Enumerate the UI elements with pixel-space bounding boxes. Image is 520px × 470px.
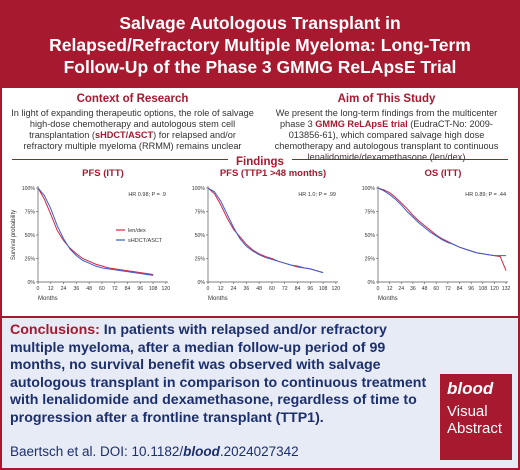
y-tick-label: 25%: [25, 257, 36, 263]
x-tick-label: 0: [37, 286, 40, 292]
y-tick-label: 0%: [28, 280, 36, 286]
conclusions-label: Conclusions:: [10, 322, 100, 338]
context-text: In light of expanding therapeutic option…: [11, 108, 254, 140]
survival-curve: [207, 187, 324, 274]
x-tick-label: 120: [332, 286, 341, 292]
x-tick-label: 132: [502, 286, 511, 292]
findings: Findings: [12, 152, 508, 168]
x-tick-label: 48: [256, 286, 262, 292]
chart-title: PFS (ITT): [82, 168, 124, 179]
x-tick-label: 12: [387, 286, 393, 292]
x-tick-label: 60: [99, 286, 105, 292]
x-tick-label: 36: [73, 286, 79, 292]
chart: PFS (TTP1 >48 months) HR 1.0; P = .99 0% 25…: [192, 168, 341, 302]
x-axis-label: Months: [378, 296, 398, 302]
context-text: ) for relapsed and/or refractory multipl…: [23, 130, 242, 151]
y-tick-label: 50%: [365, 233, 376, 239]
x-tick-label: 72: [112, 286, 118, 292]
x-tick-label: 12: [218, 286, 224, 292]
x-tick-label: 48: [422, 286, 428, 292]
findings-title: Findings: [228, 156, 292, 168]
x-tick-label: 24: [398, 286, 404, 292]
x-tick-label: 12: [48, 286, 54, 292]
y-axis-label: Survival probability: [11, 210, 17, 260]
logo-brand: blood: [447, 379, 494, 398]
chart: OS (ITT) HR 0.89; P = .44 0% 25% 50% 75% 100% 0…: [362, 168, 511, 302]
x-tick-label: 72: [445, 286, 451, 292]
logo: blood Visual Abstract: [440, 374, 512, 460]
conclusions-body: In patients with relapsed and/or refract…: [10, 322, 427, 426]
x-tick-label: 24: [231, 286, 237, 292]
conclusions: Conclusions: In patients with relapsed a…: [2, 316, 518, 468]
x-tick-label: 120: [162, 286, 171, 292]
x-tick-label: 120: [490, 286, 499, 292]
citation-journal: blood: [183, 444, 220, 459]
y-tick-label: 25%: [195, 257, 206, 263]
survival-curve: [37, 187, 154, 276]
y-tick-label: 75%: [25, 210, 36, 216]
x-tick-label: 96: [137, 286, 143, 292]
x-tick-label: 36: [243, 286, 249, 292]
survival-curve: [377, 187, 507, 257]
x-tick-label: 24: [61, 286, 67, 292]
x-tick-label: 96: [468, 286, 474, 292]
y-tick-label: 50%: [195, 233, 206, 239]
x-tick-label: 108: [478, 286, 487, 292]
y-tick-label: 100%: [192, 186, 206, 192]
annotation: HR 1.0; P = .99: [298, 192, 336, 198]
x-tick-label: 60: [433, 286, 439, 292]
aim-text: GMMG ReLApsE trial: [315, 119, 408, 129]
aim: Aim of This Study We present the long-te…: [264, 93, 509, 163]
citation-text: .2024027342: [219, 444, 299, 459]
annotation: HR 0.98; P = .9: [128, 192, 166, 198]
context-title: Context of Research: [76, 93, 189, 105]
x-tick-label: 36: [410, 286, 416, 292]
x-tick-label: 96: [307, 286, 313, 292]
citation-text: Baertsch et al. DOI: 10.1182/: [10, 444, 184, 459]
legend-label: len/dex: [128, 228, 146, 234]
y-tick-label: 75%: [365, 210, 376, 216]
x-tick-label: 0: [377, 286, 380, 292]
context-text: sHDCT/ASCT: [94, 130, 154, 140]
chart-title: PFS (TTP1 >48 months): [220, 168, 326, 179]
context: Context of Research In light of expandin…: [10, 93, 255, 152]
annotation: HR 0.89; P = .44: [465, 192, 506, 198]
y-tick-label: 25%: [365, 257, 376, 263]
chart-title: OS (ITT): [425, 168, 462, 179]
conclusions-text: Conclusions: In patients with relapsed a…: [10, 322, 440, 427]
x-tick-label: 108: [319, 286, 328, 292]
chart: PFS (ITT) HR 0.98; P = .9 0% 25% 50% 75% 100% 0…: [11, 168, 171, 302]
y-tick-label: 75%: [195, 210, 206, 216]
aim-title: Aim of This Study: [337, 93, 436, 105]
legend-label: sHDCT/ASCT: [128, 238, 163, 244]
y-tick-label: 100%: [22, 186, 36, 192]
x-tick-label: 0: [207, 286, 210, 292]
x-tick-label: 84: [125, 286, 131, 292]
x-tick-label: 60: [269, 286, 275, 292]
y-tick-label: 50%: [25, 233, 36, 239]
x-tick-label: 108: [149, 286, 158, 292]
y-tick-label: 100%: [362, 186, 376, 192]
survival-curve: [37, 187, 154, 275]
x-axis-label: Months: [208, 296, 228, 302]
x-tick-label: 48: [86, 286, 92, 292]
citation: Baertsch et al. DOI: 10.1182/blood.20240…: [10, 444, 299, 459]
x-tick-label: 84: [295, 286, 301, 292]
aim-text: (EudraCT-No: 2009-013856-61), which comp…: [274, 119, 499, 162]
x-axis-label: Months: [38, 296, 58, 302]
y-tick-label: 0%: [198, 280, 206, 286]
x-tick-label: 72: [282, 286, 288, 292]
x-tick-label: 84: [457, 286, 463, 292]
logo-text: Visual: [447, 403, 488, 420]
y-tick-label: 0%: [368, 280, 376, 286]
aim-text: We present the long-term findings from t…: [275, 108, 498, 129]
survival-curve: [207, 187, 324, 274]
logo-text: Abstract: [447, 420, 503, 437]
header-title: Salvage Autologous Transplant in Relapse…: [2, 2, 518, 88]
